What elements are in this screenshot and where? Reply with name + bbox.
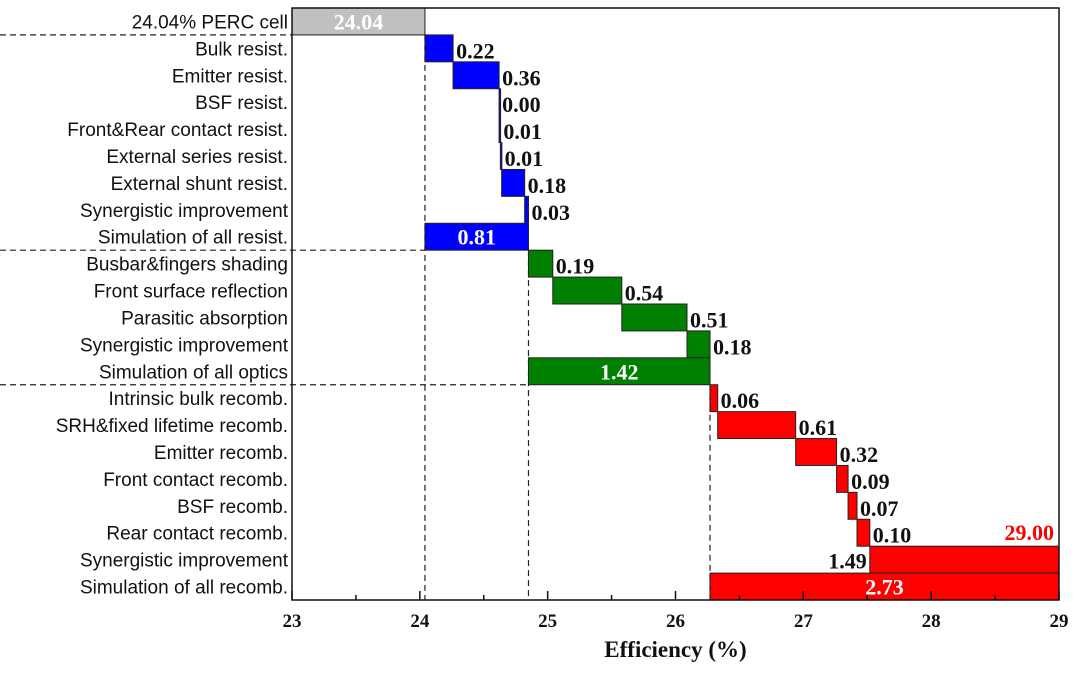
category-label: BSF recomb. [177,497,288,518]
category-label: Rear contact recomb. [106,524,288,545]
bar [552,276,623,305]
category-label: Simulation of all optics [99,362,288,383]
category-label: Synergistic improvement [80,551,289,572]
data-label: 0.32 [840,442,879,467]
category-label: Simulation of all recomb. [80,578,288,599]
data-label: 0.18 [713,334,752,359]
bar [501,168,526,197]
data-label: 0.54 [625,281,664,306]
bar [717,411,797,440]
data-label: 0.00 [502,92,540,117]
x-axis-title: Efficiency (%) [604,637,746,662]
bar [847,491,858,520]
x-tick-label: 29 [1050,611,1069,632]
bar [498,88,502,117]
data-label: 0.61 [799,415,838,440]
data-label: 0.06 [721,388,760,413]
category-label: SRH&fixed lifetime recomb. [56,416,288,437]
total-label: 29.00 [1005,520,1055,545]
category-label: Synergistic improvement [80,201,289,222]
bar [424,34,454,63]
x-tick-label: 25 [538,611,557,632]
bar [499,142,503,170]
category-label: 24.04% PERC cell [132,12,288,33]
category-label: Emitter resist. [172,66,288,87]
bar [452,61,500,90]
bar [527,357,711,386]
category-label: External series resist. [106,147,288,168]
category-label: Front&Rear contact resist. [67,120,288,141]
data-label: 24.04 [334,9,384,34]
data-label: 0.22 [456,38,495,63]
bar [621,303,688,332]
bar [836,464,849,493]
data-label: 0.07 [860,496,899,521]
category-label: BSF resist. [195,93,288,114]
data-label: 2.73 [865,575,904,600]
data-label: 0.18 [528,173,567,198]
data-label: 0.81 [457,225,496,250]
data-label: 0.03 [531,200,570,225]
data-label: 0.10 [873,523,912,548]
bar [856,518,871,547]
bar [291,7,426,36]
data-label: 1.42 [600,359,639,384]
bar [527,249,554,278]
data-label: 0.51 [690,307,729,332]
category-label: Synergistic improvement [80,335,289,356]
bar [524,195,529,224]
category-label: Busbar&fingers shading [86,255,288,276]
x-tick-label: 27 [794,611,814,632]
data-label: 0.36 [502,65,540,90]
x-tick-label: 28 [922,611,941,632]
bar [795,438,838,466]
x-tick-label: 24 [410,611,430,632]
bar [498,115,502,144]
category-label: Front contact recomb. [103,470,288,491]
data-label: 0.01 [505,146,544,171]
x-tick-label: 23 [283,611,302,632]
category-label: Intrinsic bulk recomb. [108,389,288,410]
x-tick-label: 26 [666,611,685,632]
bar [869,545,1060,574]
data-label: 0.09 [851,469,890,494]
category-label: External shunt resist. [111,174,288,195]
bar [424,222,529,251]
category-label: Simulation of all resist. [98,228,288,249]
data-label: 0.01 [503,119,542,144]
bar [709,384,719,413]
data-label: 1.49 [828,549,867,574]
data-label: 0.19 [556,254,595,279]
category-label: Front surface reflection [94,282,288,303]
bar [686,330,711,359]
category-label: Parasitic absorption [121,308,288,329]
category-label: Emitter recomb. [154,443,288,464]
category-label: Bulk resist. [195,39,288,60]
